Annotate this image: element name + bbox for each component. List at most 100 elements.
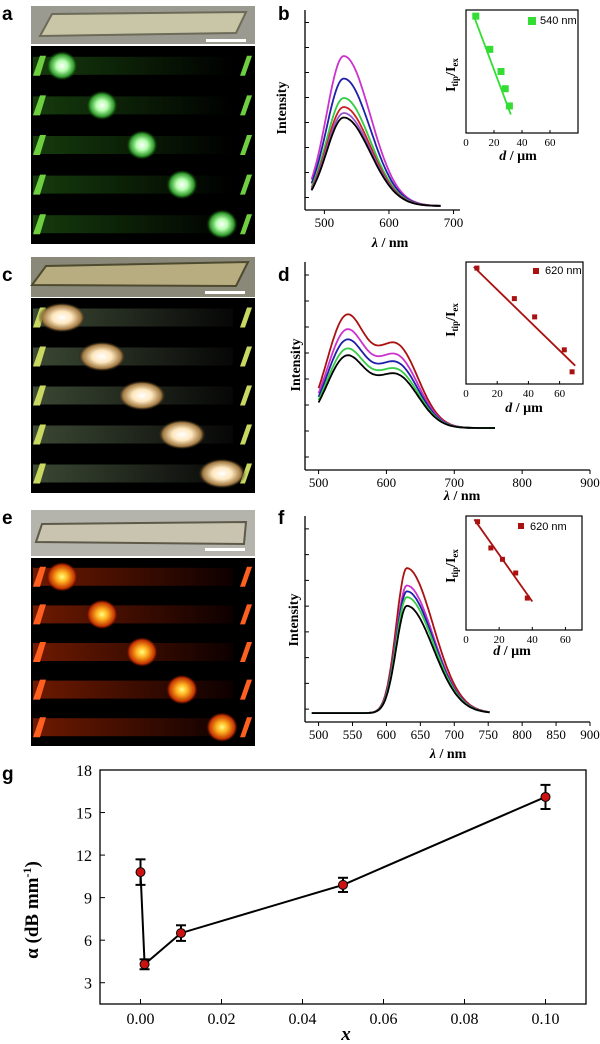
left-tip-emission [33, 566, 46, 587]
inset-x-tick-label: 0 [463, 137, 469, 149]
inset-x-tick-label: 20 [489, 137, 501, 149]
right-tip-emission [240, 135, 252, 155]
x-tick-label: 500 [309, 727, 329, 742]
data-point [338, 879, 348, 890]
micrograph-e [31, 510, 255, 746]
y-tick-label: 18 [76, 763, 92, 780]
left-tip-emission [33, 55, 46, 76]
inset-point [501, 85, 509, 93]
excitation-spot [126, 130, 158, 160]
inset-fit-line [472, 13, 512, 115]
right-tip-emission [240, 642, 252, 662]
left-tip-emission [33, 424, 46, 445]
inset-point [474, 265, 480, 271]
excitation-spot [206, 209, 238, 240]
left-tip-emission [33, 385, 46, 406]
x-tick-label: 0.00 [127, 1011, 155, 1028]
chart-b-inset-legend: 540 nm [540, 15, 577, 27]
right-tip-emission [240, 174, 252, 195]
micrograph-a [31, 6, 255, 244]
right-tip-emission [240, 424, 252, 445]
spectrum-line [311, 604, 490, 714]
left-tip-emission [33, 174, 46, 195]
chart-f-ylabel: Intensity [287, 594, 302, 647]
chart-f-inset-xlabel: d / µm [493, 644, 531, 659]
left-tip-emission [33, 463, 46, 484]
x-tick-label: 0.06 [370, 1011, 398, 1028]
x-tick-label: 700 [445, 727, 465, 742]
x-tick-label: 0.04 [289, 1011, 317, 1028]
x-tick-label: 0.08 [451, 1011, 479, 1028]
inset-x-tick-label: 20 [492, 388, 504, 400]
x-tick-label: 800 [512, 475, 532, 490]
right-tip-emission [240, 95, 252, 116]
panel-label-c: c [2, 265, 13, 286]
chart-b-xlabel: λ / nm [371, 236, 409, 251]
excitation-spot [118, 380, 166, 411]
right-tip-emission [240, 717, 252, 738]
inset-x-tick-label: 20 [494, 634, 506, 646]
spectrum-line [317, 354, 495, 429]
chart-d-inset-legend: 620 nm [545, 265, 582, 277]
panel-label-b: b [278, 4, 290, 25]
left-tip-emission [33, 642, 46, 662]
spectrum-line [311, 596, 490, 714]
chart-b-inset-xlabel: d / µm [499, 149, 537, 164]
right-tip-emission [240, 346, 252, 367]
panel-label-f: f [278, 508, 285, 529]
inset-point [475, 519, 481, 525]
waveguide-streak [33, 718, 233, 737]
waveguide-streak [33, 567, 233, 586]
inset-point [513, 570, 519, 576]
left-tip-emission [33, 604, 46, 625]
left-tip-emission [33, 717, 46, 738]
excitation-spot [158, 419, 206, 450]
waveguide-streak [33, 96, 233, 115]
left-tip-emission [33, 95, 46, 116]
x-tick-label: 0.10 [532, 1011, 560, 1028]
x-tick-label: 550 [343, 727, 363, 742]
inset-point [511, 296, 517, 302]
inset-x-tick-label: 40 [527, 634, 539, 646]
excitation-spot [46, 50, 78, 81]
plot-frame [99, 769, 587, 1005]
x-tick-label: 500 [309, 475, 329, 490]
inset-x-tick-label: 0 [463, 388, 469, 400]
x-tick-label: 750 [478, 727, 498, 742]
inset-point [505, 102, 513, 110]
inset-frame [465, 261, 584, 385]
data-point [139, 959, 150, 970]
right-tip-emission [240, 385, 252, 406]
waveguide-streak [33, 680, 233, 699]
right-tip-emission [240, 214, 252, 235]
inset-point [561, 347, 567, 353]
right-tip-emission [240, 679, 252, 700]
inset-x-tick-label: 60 [554, 388, 566, 400]
spectrum-line [311, 590, 490, 714]
inset-point [472, 12, 480, 20]
inset-legend-marker [533, 268, 539, 274]
excitation-spot [166, 674, 198, 705]
left-tip-emission [33, 679, 46, 700]
spectrum-line [310, 97, 441, 207]
y-tick-label: 3 [84, 976, 92, 993]
excitation-spot [206, 712, 238, 743]
data-point [176, 928, 186, 939]
inset-x-tick-label: 60 [560, 634, 572, 646]
x-tick-label: 700 [444, 215, 464, 230]
right-tip-emission [240, 566, 252, 587]
inset-point [524, 595, 530, 601]
excitation-spot [46, 561, 78, 592]
waveguide-streak [33, 56, 233, 75]
y-tick-label: 12 [76, 848, 92, 865]
chart-f-inset-ylabel: Itip/Iex [444, 549, 460, 583]
chart-g-xlabel: x [340, 1024, 351, 1044]
micrograph-c [30, 257, 255, 493]
x-tick-label: 700 [445, 475, 465, 490]
spectrum-line [310, 116, 441, 207]
chart-g: 0.00 0.02 0.04 0.06 0.08 0.10 3 6 9 12 15 18 α (dB … [20, 763, 587, 1044]
panel-label-e: e [2, 508, 13, 529]
inset-point [569, 369, 575, 375]
inset-legend-marker [518, 523, 524, 529]
